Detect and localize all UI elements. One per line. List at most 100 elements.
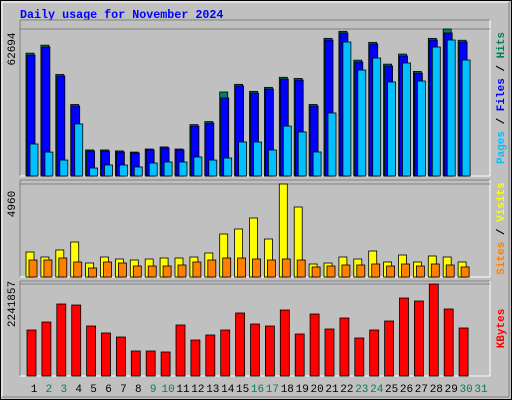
bar bbox=[416, 80, 426, 177]
bar bbox=[266, 259, 276, 278]
bar bbox=[74, 123, 84, 177]
x-tick-label: 22 bbox=[340, 384, 353, 396]
bar bbox=[118, 262, 127, 278]
bar bbox=[29, 143, 39, 177]
x-tick-label: 25 bbox=[385, 384, 398, 396]
bar bbox=[458, 327, 469, 377]
bar bbox=[116, 336, 126, 377]
bar bbox=[461, 59, 471, 177]
bar bbox=[104, 164, 113, 177]
bar bbox=[372, 57, 382, 177]
bar bbox=[357, 69, 367, 177]
bar bbox=[147, 265, 157, 278]
bar bbox=[59, 159, 69, 177]
legend-entry: Hits bbox=[496, 32, 508, 58]
legend-entry: KBytes bbox=[496, 309, 508, 349]
bar bbox=[253, 141, 262, 177]
legend-separator: / bbox=[496, 222, 508, 242]
bar bbox=[220, 329, 231, 377]
legend-separator: / bbox=[496, 111, 508, 131]
x-tick-label: 27 bbox=[415, 384, 428, 396]
bar bbox=[103, 261, 112, 278]
legend-entry: Pages bbox=[496, 131, 508, 164]
legend-entry: Files bbox=[496, 78, 508, 111]
x-tick-label: 2 bbox=[46, 384, 53, 396]
bar bbox=[431, 46, 441, 177]
bar bbox=[415, 265, 425, 278]
bar bbox=[237, 257, 247, 278]
legend: Sites / Visits bbox=[496, 182, 508, 274]
legend: Pages / Files / Hits bbox=[496, 32, 508, 164]
x-tick-label: 12 bbox=[191, 384, 204, 396]
bar bbox=[327, 112, 337, 177]
legend-separator: / bbox=[496, 58, 508, 78]
bar bbox=[312, 151, 322, 177]
bar bbox=[119, 164, 128, 177]
bar bbox=[44, 151, 54, 177]
bar bbox=[163, 161, 173, 177]
x-tick-label: 6 bbox=[105, 384, 112, 396]
bar bbox=[281, 258, 291, 278]
x-tick-label: 26 bbox=[400, 384, 413, 396]
bar bbox=[387, 81, 397, 177]
bar bbox=[238, 141, 248, 177]
x-tick-label: 23 bbox=[355, 384, 368, 396]
bar bbox=[250, 323, 260, 377]
x-tick-label: 15 bbox=[236, 384, 249, 396]
bar bbox=[296, 259, 306, 278]
y-tick-label: 62694 bbox=[7, 32, 19, 65]
bar bbox=[311, 266, 321, 278]
x-tick-label: 5 bbox=[90, 384, 97, 396]
bar bbox=[309, 313, 320, 377]
bar bbox=[130, 350, 141, 377]
bar bbox=[28, 259, 38, 278]
x-tick-label: 16 bbox=[251, 384, 264, 396]
bar bbox=[401, 263, 410, 278]
bar bbox=[267, 149, 277, 177]
bar bbox=[264, 325, 275, 377]
bar bbox=[207, 259, 217, 278]
bar bbox=[88, 267, 97, 278]
bar bbox=[133, 166, 143, 177]
bar bbox=[384, 320, 395, 377]
x-tick-label: 9 bbox=[150, 384, 157, 396]
bar bbox=[41, 321, 52, 377]
x-tick-label: 20 bbox=[310, 384, 323, 396]
bar bbox=[399, 297, 409, 377]
bar bbox=[86, 325, 96, 377]
bar bbox=[160, 351, 171, 377]
x-tick-label: 11 bbox=[176, 384, 190, 396]
bar bbox=[428, 283, 439, 377]
x-tick-label: 3 bbox=[60, 384, 67, 396]
bar bbox=[178, 161, 188, 177]
bar bbox=[162, 265, 172, 278]
bar bbox=[73, 261, 83, 278]
bar bbox=[446, 39, 456, 177]
bar bbox=[294, 333, 305, 377]
bar bbox=[193, 156, 203, 177]
bar bbox=[205, 334, 216, 377]
y-tick-label: 4960 bbox=[7, 191, 19, 217]
bar bbox=[175, 324, 186, 377]
bar bbox=[223, 157, 233, 177]
bar bbox=[43, 259, 53, 278]
bar bbox=[56, 303, 67, 377]
bar bbox=[430, 263, 440, 278]
bar bbox=[342, 41, 352, 177]
x-tick-label: 28 bbox=[430, 384, 443, 396]
x-tick-label: 1 bbox=[31, 384, 38, 396]
bar bbox=[282, 125, 292, 177]
bar bbox=[297, 131, 307, 177]
bar bbox=[148, 162, 158, 177]
chart-title: Daily usage for November 2024 bbox=[20, 8, 223, 22]
x-tick-label: 8 bbox=[135, 384, 142, 396]
bar bbox=[101, 332, 111, 377]
x-tick-label: 24 bbox=[370, 384, 384, 396]
x-tick-label: 14 bbox=[221, 384, 235, 396]
bar bbox=[445, 264, 455, 278]
bar bbox=[386, 265, 396, 278]
bar bbox=[341, 264, 351, 278]
bar bbox=[208, 159, 218, 177]
bar bbox=[369, 329, 380, 377]
